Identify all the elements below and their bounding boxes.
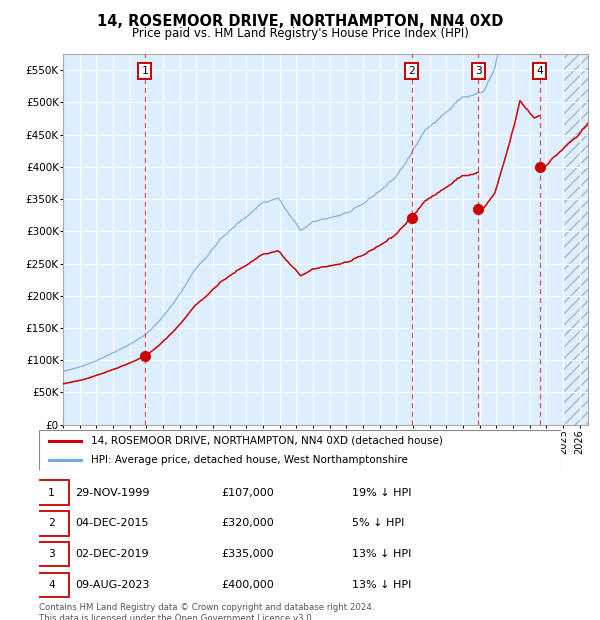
Text: 09-AUG-2023: 09-AUG-2023 <box>76 580 150 590</box>
FancyBboxPatch shape <box>34 511 69 536</box>
Text: 04-DEC-2015: 04-DEC-2015 <box>76 518 149 528</box>
Text: £400,000: £400,000 <box>222 580 274 590</box>
Text: 4: 4 <box>536 66 543 76</box>
Text: 1: 1 <box>48 488 55 498</box>
FancyBboxPatch shape <box>39 430 561 470</box>
Text: £320,000: £320,000 <box>222 518 274 528</box>
Text: 02-DEC-2019: 02-DEC-2019 <box>76 549 149 559</box>
Text: 1: 1 <box>142 66 148 76</box>
Text: 13% ↓ HPI: 13% ↓ HPI <box>352 549 412 559</box>
Text: 5% ↓ HPI: 5% ↓ HPI <box>352 518 404 528</box>
Text: 2: 2 <box>48 518 55 528</box>
Text: £335,000: £335,000 <box>222 549 274 559</box>
Text: HPI: Average price, detached house, West Northamptonshire: HPI: Average price, detached house, West… <box>91 455 408 465</box>
Text: 13% ↓ HPI: 13% ↓ HPI <box>352 580 412 590</box>
Text: 19% ↓ HPI: 19% ↓ HPI <box>352 488 412 498</box>
FancyBboxPatch shape <box>34 480 69 505</box>
Text: 2: 2 <box>408 66 415 76</box>
Text: 4: 4 <box>48 580 55 590</box>
Text: Price paid vs. HM Land Registry's House Price Index (HPI): Price paid vs. HM Land Registry's House … <box>131 27 469 40</box>
FancyBboxPatch shape <box>34 572 69 597</box>
Text: £107,000: £107,000 <box>222 488 274 498</box>
FancyBboxPatch shape <box>34 542 69 567</box>
Text: 3: 3 <box>475 66 482 76</box>
Text: Contains HM Land Registry data © Crown copyright and database right 2024.: Contains HM Land Registry data © Crown c… <box>39 603 374 613</box>
Text: This data is licensed under the Open Government Licence v3.0.: This data is licensed under the Open Gov… <box>39 614 314 620</box>
Text: 3: 3 <box>48 549 55 559</box>
Text: 29-NOV-1999: 29-NOV-1999 <box>76 488 150 498</box>
Text: 14, ROSEMOOR DRIVE, NORTHAMPTON, NN4 0XD (detached house): 14, ROSEMOOR DRIVE, NORTHAMPTON, NN4 0XD… <box>91 436 443 446</box>
Text: 14, ROSEMOOR DRIVE, NORTHAMPTON, NN4 0XD: 14, ROSEMOOR DRIVE, NORTHAMPTON, NN4 0XD <box>97 14 503 29</box>
